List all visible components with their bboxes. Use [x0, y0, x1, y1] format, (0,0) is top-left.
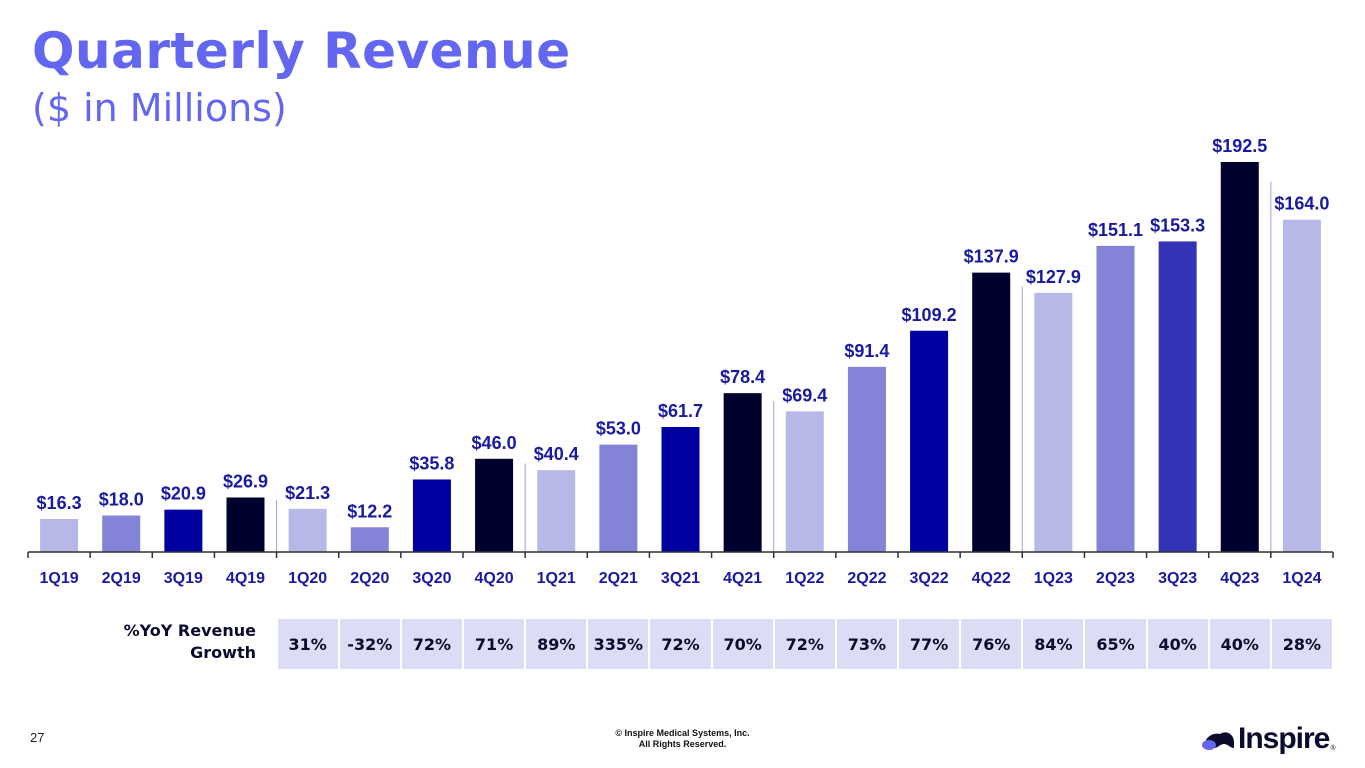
bar-2Q22 — [847, 366, 886, 552]
copyright-line2: All Rights Reserved. — [638, 739, 727, 749]
growth-row-label: %YoY Revenue Growth — [80, 620, 256, 664]
inspire-logo: Inspire ® — [1200, 722, 1336, 756]
logo-text: Inspire — [1238, 722, 1330, 755]
x-tick-label-2Q22: 2Q22 — [847, 570, 886, 587]
growth-label-line2: Growth — [190, 643, 256, 662]
bar-3Q19 — [164, 509, 203, 552]
data-label-2Q19: $18.0 — [99, 490, 144, 510]
x-tick-label-2Q20: 2Q20 — [350, 570, 389, 587]
growth-cell-1Q22: 72% — [774, 619, 835, 669]
data-label-2Q20: $12.2 — [347, 501, 392, 521]
bar-1Q20 — [288, 508, 327, 552]
bar-3Q21 — [661, 426, 700, 552]
copyright-line1: © Inspire Medical Systems, Inc. — [615, 728, 750, 738]
bar-1Q23 — [1034, 292, 1073, 552]
growth-cell-1Q21: 89% — [526, 619, 587, 669]
bar-4Q19 — [226, 497, 265, 552]
x-tick-label-4Q20: 4Q20 — [475, 570, 514, 587]
x-tick-label-4Q23: 4Q23 — [1220, 570, 1259, 587]
bar-4Q22 — [972, 272, 1011, 552]
growth-cell-3Q21: 72% — [650, 619, 711, 669]
x-tick-label-3Q20: 3Q20 — [412, 570, 451, 587]
x-tick-label-1Q24: 1Q24 — [1282, 570, 1321, 587]
data-label-1Q21: $40.4 — [534, 444, 579, 464]
data-label-3Q20: $35.8 — [409, 453, 454, 473]
x-tick-label-4Q21: 4Q21 — [723, 570, 762, 587]
data-label-3Q19: $20.9 — [161, 484, 206, 504]
growth-cell-2Q22: 73% — [836, 619, 897, 669]
data-label-1Q22: $69.4 — [782, 385, 827, 405]
page-subtitle: ($ in Millions) — [32, 86, 287, 130]
data-label-2Q23: $151.1 — [1088, 220, 1143, 240]
x-tick-label-3Q19: 3Q19 — [164, 570, 203, 587]
bar-1Q24 — [1282, 219, 1321, 552]
data-label-4Q22: $137.9 — [964, 247, 1019, 267]
x-tick-label-3Q23: 3Q23 — [1158, 570, 1197, 587]
growth-cell-2Q23: 65% — [1085, 619, 1146, 669]
bar-4Q21 — [723, 393, 762, 552]
growth-cell-4Q21: 70% — [712, 619, 773, 669]
bar-1Q22 — [785, 411, 824, 552]
growth-cell-1Q20: 31% — [277, 619, 338, 669]
bar-3Q22 — [910, 330, 949, 552]
bar-2Q21 — [599, 444, 638, 552]
bar-4Q20 — [475, 458, 514, 552]
data-label-1Q20: $21.3 — [285, 483, 330, 503]
growth-cell-3Q23: 40% — [1147, 619, 1208, 669]
bar-2Q19 — [102, 515, 141, 552]
bar-1Q21 — [537, 470, 576, 552]
data-label-4Q19: $26.9 — [223, 472, 268, 492]
x-tick-label-2Q19: 2Q19 — [102, 570, 141, 587]
growth-cell-2Q20: -32% — [339, 619, 400, 669]
bar-1Q19 — [40, 518, 79, 552]
bar-3Q20 — [412, 479, 451, 552]
bar-3Q23 — [1158, 241, 1197, 552]
copyright: © Inspire Medical Systems, Inc. All Righ… — [560, 728, 805, 750]
x-tick-label-4Q19: 4Q19 — [226, 570, 265, 587]
growth-cell-4Q22: 76% — [961, 619, 1022, 669]
cloud-logo-icon — [1202, 732, 1234, 750]
growth-cell-1Q24: 28% — [1271, 619, 1332, 669]
page-number: 27 — [30, 730, 45, 745]
bar-2Q20 — [350, 527, 389, 552]
x-tick-label-2Q21: 2Q21 — [599, 570, 638, 587]
x-tick-label-3Q22: 3Q22 — [910, 570, 949, 587]
x-tick-label-1Q22: 1Q22 — [785, 570, 824, 587]
data-label-1Q19: $16.3 — [37, 493, 82, 513]
growth-cell-3Q22: 77% — [899, 619, 960, 669]
data-label-4Q20: $46.0 — [472, 433, 517, 453]
revenue-bar-chart: $16.3 1Q19 $18.0 2Q19 $20.9 3Q19 $26.9 4Q19 $21.… — [27, 136, 1334, 587]
growth-cell-2Q21: 335% — [588, 619, 649, 669]
data-label-2Q21: $53.0 — [596, 419, 641, 439]
data-label-1Q23: $127.9 — [1026, 267, 1081, 287]
data-label-3Q22: $109.2 — [902, 305, 957, 325]
growth-cell-1Q23: 84% — [1023, 619, 1084, 669]
x-tick-label-2Q23: 2Q23 — [1096, 570, 1135, 587]
x-tick-label-1Q19: 1Q19 — [40, 570, 79, 587]
x-tick-label-1Q21: 1Q21 — [537, 570, 576, 587]
x-tick-label-1Q23: 1Q23 — [1034, 570, 1073, 587]
growth-cell-4Q20: 71% — [464, 619, 525, 669]
bar-2Q23 — [1096, 245, 1135, 553]
x-tick-label-1Q20: 1Q20 — [288, 570, 327, 587]
growth-cell-3Q20: 72% — [401, 619, 462, 669]
data-label-4Q23: $192.5 — [1212, 136, 1267, 156]
growth-label-line1: %YoY Revenue — [123, 621, 256, 640]
data-label-2Q22: $91.4 — [844, 341, 889, 361]
data-label-3Q21: $61.7 — [658, 401, 703, 421]
data-label-3Q23: $153.3 — [1150, 215, 1205, 235]
x-tick-label-3Q21: 3Q21 — [661, 570, 700, 587]
growth-cell-4Q23: 40% — [1209, 619, 1270, 669]
x-tick-label-4Q22: 4Q22 — [972, 570, 1011, 587]
page-title: Quarterly Revenue — [32, 22, 571, 80]
data-label-1Q24: $164.0 — [1274, 194, 1329, 214]
bar-4Q23 — [1220, 162, 1259, 552]
logo-registered-mark: ® — [1330, 744, 1336, 752]
data-label-4Q21: $78.4 — [720, 367, 765, 387]
